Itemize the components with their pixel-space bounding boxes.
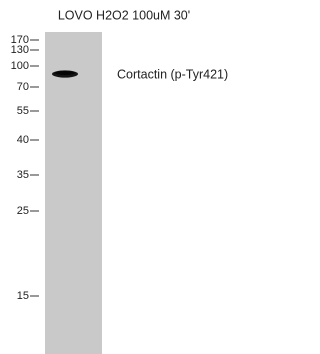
marker-label: 35: [17, 169, 29, 181]
marker-label: 100: [11, 60, 29, 72]
marker-label: 130: [11, 44, 29, 56]
band-core: [55, 71, 75, 75]
lane-label: LOVO H2O2 100uM 30': [58, 8, 190, 22]
blot-figure: LOVO H2O2 100uM 30' Cortactin (p-Tyr421)…: [0, 0, 251, 354]
band-label: Cortactin (p-Tyr421): [117, 67, 228, 81]
marker-label: 70: [17, 81, 29, 93]
marker-label: 55: [17, 105, 29, 117]
lane: [45, 32, 102, 354]
marker-label: 15: [17, 290, 29, 302]
marker-ladder: 170 130 100 70 55 40 35 25 15: [11, 34, 39, 302]
marker-label: 40: [17, 134, 29, 146]
marker-label: 25: [17, 205, 29, 217]
